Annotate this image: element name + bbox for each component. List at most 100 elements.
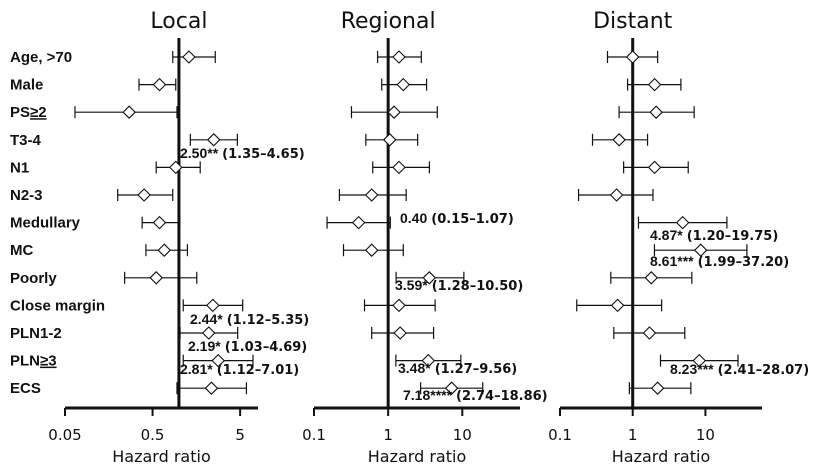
row-label: PLN1-2 [10,325,62,342]
x-tick-label: 1 [383,426,393,444]
annotation: 0.40 (0.15–1.07) [400,210,514,227]
ci-9 [182,298,244,313]
x-tick-label: 0.05 [48,426,81,444]
panel-title: Regional [341,9,436,34]
hr-diamond [364,243,379,257]
row-label: T3-4 [10,132,42,149]
annotation: 3.59* (1.28–10.50) [395,277,523,294]
x-tick-label: 5 [235,426,245,444]
hr-diamond [422,271,437,285]
annotation: 4.87* (1.20–19.75) [650,227,778,244]
ci-7 [342,243,404,257]
ci-3 [189,133,238,147]
panel-title: Local [150,9,207,34]
ci-12 [176,381,248,395]
ci-0 [376,50,422,64]
annotation-ci: (2.74–18.86) [456,389,548,404]
x-axis-label: Hazard ratio [112,447,210,466]
annotation-estimate: 2.19* [188,338,221,354]
ci-10 [371,326,435,340]
panel-regional: Regional 0.1 1 10 Hazard ratio 0.40 (0.15–1.07… [302,9,548,466]
ci-1 [381,77,428,92]
annotation-ci: (1.99–37.20) [698,255,790,270]
row-label: Male [10,77,43,94]
ci-5 [577,188,654,202]
annotation: 2.50** (1.35–4.65) [180,145,305,162]
hr-diamond [211,353,225,368]
hr-diamond [364,188,379,202]
hr-diamond [206,133,221,147]
hr-diamond [650,381,665,395]
hr-diamond [206,298,220,313]
ci-4 [623,160,689,175]
row-label: PS≥2 [10,104,47,121]
annotation-ci: (1.12–5.35) [227,313,310,328]
annotation-ci: (1.20–19.75) [687,229,779,244]
annotation-ci: (1.12–7.01) [217,363,300,378]
hr-diamond [122,105,136,119]
annotation-estimate: 2.50** [180,145,219,161]
row-label: PLN≥3 [10,353,57,370]
annotation: 7.18**** (2.74–18.86) [403,387,548,404]
ci-4 [155,160,201,175]
hr-diamond [382,133,397,147]
ci-11 [659,353,739,368]
ci-4 [372,160,430,175]
hr-diamond [647,160,662,175]
x-axis-label: Hazard ratio [612,447,710,466]
row-label: MC [10,242,33,259]
hr-diamond [392,160,406,175]
ci-6 [141,215,181,230]
ci-8 [124,271,198,285]
x-tick-label: 10 [696,426,715,444]
ci-9 [363,298,436,313]
hr-diamond [204,381,219,395]
hr-diamond [157,243,172,257]
ci-5 [338,188,407,202]
hr-diamond [152,215,167,230]
ci-7 [653,243,748,257]
annotation-estimate: 3.59* [395,277,428,293]
hr-diamond [182,50,196,64]
panel-title: Distant [593,9,673,34]
annotation-estimate: 3.48* [398,360,431,376]
annotation-estimate: 8.23*** [670,361,714,377]
ci-1 [138,77,177,92]
annotation-estimate: 2.81* [180,361,213,377]
row-label: Poorly [10,270,57,287]
row-label: Close margin [10,297,105,314]
hr-diamond [625,50,640,64]
row-label-underlined-part: ≥3 [40,353,57,370]
row-label: ECS [10,380,41,397]
ci-2 [618,105,695,119]
hr-diamond [649,105,663,119]
ci-5 [117,188,174,202]
annotation-ci: (1.28–10.50) [432,279,524,294]
ci-8 [610,271,693,285]
row-label: Age, >70 [10,49,72,66]
ci-11 [182,353,254,368]
ci-11 [395,353,462,368]
ci-3 [591,133,649,147]
hr-diamond [609,188,624,202]
x-tick-label: 0.1 [302,426,326,444]
hr-diamond [693,243,708,257]
annotation-estimate: 8.61*** [650,253,694,269]
annotation-estimate: 0.40 [400,210,427,226]
annotation-ci: (1.35–4.65) [222,147,305,162]
hr-diamond [644,271,659,285]
annotation-ci: (1.03–4.69) [225,340,308,355]
x-tick-label: 0.1 [548,426,572,444]
row-label: N2-3 [10,187,43,204]
ci-6 [326,215,391,230]
ci-9 [576,298,663,313]
annotation: 2.81* (1.12–7.01) [180,361,299,378]
hr-diamond [610,298,625,313]
ci-10 [179,326,239,340]
row-label: Medullary [10,215,81,232]
annotation: 2.19* (1.03–4.69) [188,338,307,355]
hr-diamond [168,160,183,175]
annotation-ci: (0.15–1.07) [431,212,514,227]
annotation-estimate: 7.18**** [403,387,453,403]
